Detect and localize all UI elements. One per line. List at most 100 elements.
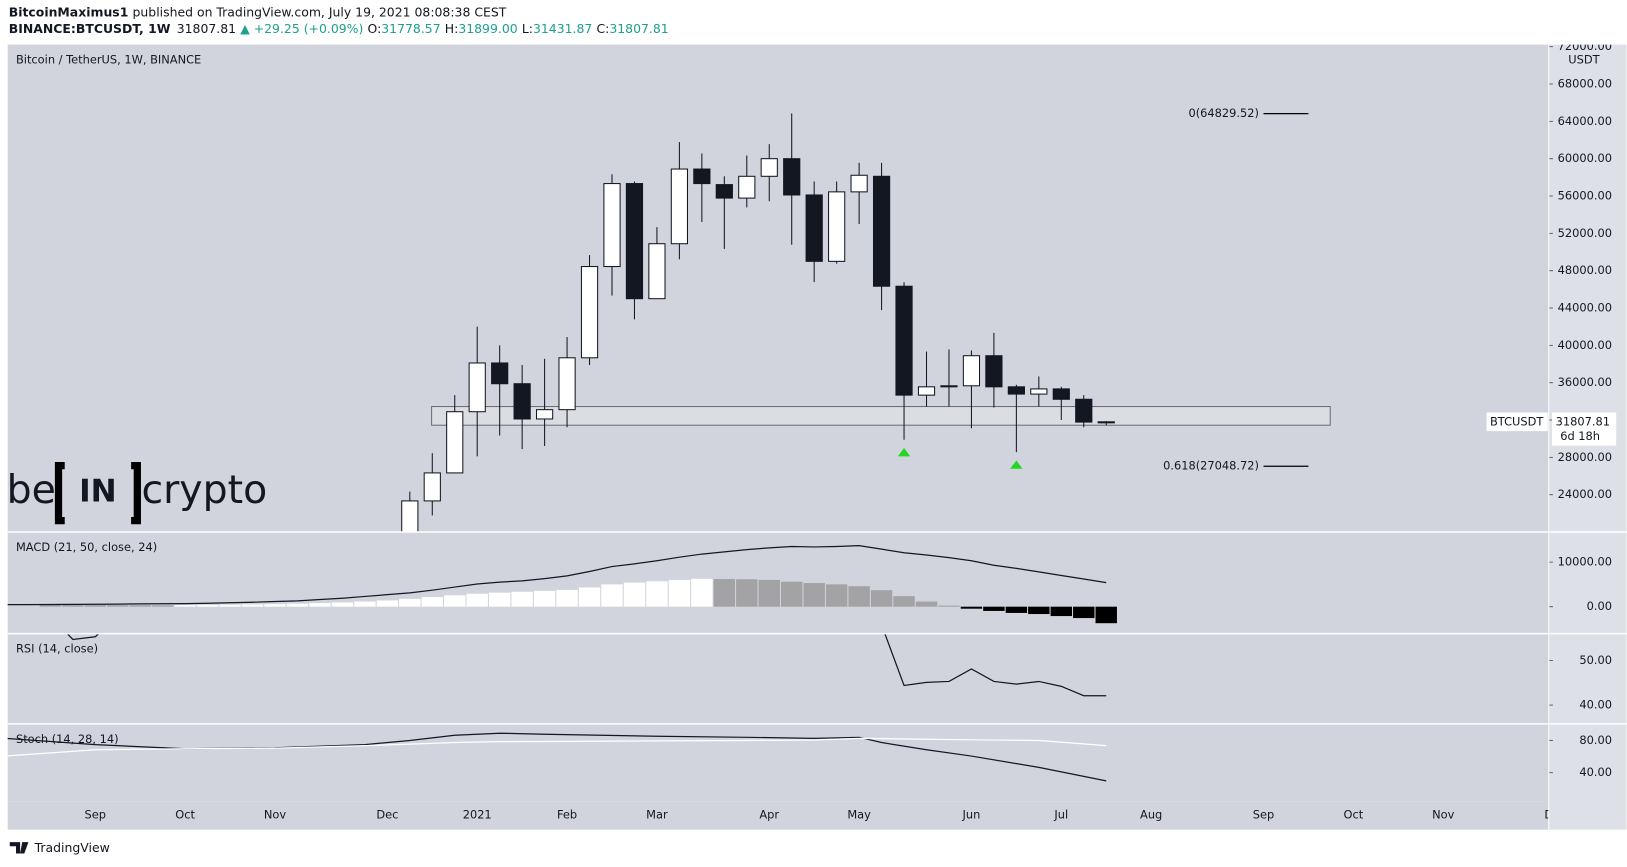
x-tick-label: D bbox=[1544, 808, 1553, 822]
histogram-bar bbox=[376, 600, 399, 607]
candle-body bbox=[670, 168, 688, 245]
candle-body bbox=[917, 386, 936, 396]
logo-text: crypto bbox=[141, 467, 267, 513]
x-tick-label: Oct bbox=[1343, 808, 1363, 822]
histogram-bar bbox=[1028, 606, 1050, 615]
pane-plot: 0(64829.52) 0.618(27048.72) bbox=[401, 106, 1331, 533]
symbol: BINANCE:BTCUSDT, 1W bbox=[9, 21, 171, 36]
logo-text: be bbox=[7, 467, 56, 513]
histogram-bar bbox=[870, 590, 893, 607]
histogram-bar bbox=[84, 604, 107, 607]
histogram-bar bbox=[848, 586, 870, 607]
candle-body bbox=[760, 158, 778, 177]
fib-label: 0(64829.52) bbox=[1188, 106, 1259, 120]
histogram-bar bbox=[511, 591, 533, 607]
histogram-bar bbox=[983, 606, 1005, 611]
pane-title: RSI (14, close) bbox=[16, 642, 98, 656]
watermark-logo: be IN crypto bbox=[7, 462, 267, 525]
candle-body bbox=[580, 266, 599, 359]
footer-text: TradingView bbox=[34, 840, 110, 855]
y-tick-label: 40.00 bbox=[1579, 765, 1612, 779]
candle-body bbox=[738, 175, 756, 199]
histogram-bar bbox=[286, 603, 309, 607]
price-axis: 50.00 40.00 bbox=[1548, 653, 1612, 712]
histogram-bar bbox=[736, 579, 758, 607]
candle-body bbox=[1097, 421, 1115, 424]
histogram-bar bbox=[781, 581, 803, 607]
y-tick-label: 28000.00 bbox=[1558, 450, 1612, 464]
x-tick-label: Jul bbox=[1053, 808, 1068, 822]
histogram-bar bbox=[309, 603, 331, 607]
histogram-bar bbox=[264, 604, 286, 607]
x-tick-label: Nov bbox=[264, 808, 286, 822]
histogram-bar bbox=[556, 589, 578, 607]
histogram-bar bbox=[938, 605, 960, 607]
countdown-text: 6d 18h bbox=[1560, 429, 1600, 443]
y-tick-label: 0.00 bbox=[1587, 599, 1612, 613]
ohlc-key: C: bbox=[596, 21, 609, 36]
x-tick-label: Nov bbox=[1432, 808, 1454, 822]
ohlc-value: 31807.81 bbox=[609, 21, 668, 36]
candle-body bbox=[1075, 398, 1093, 423]
histogram-bar bbox=[174, 605, 196, 607]
author: BitcoinMaximus1 bbox=[9, 4, 129, 19]
last-price-text: 31807.81 bbox=[1556, 414, 1610, 428]
histogram-bar bbox=[623, 582, 646, 607]
histogram-bar bbox=[713, 579, 736, 607]
candle-body bbox=[693, 168, 711, 185]
candle-body bbox=[1052, 388, 1070, 400]
candle-body bbox=[558, 357, 576, 411]
histogram-bar bbox=[444, 595, 466, 607]
candle-body bbox=[895, 285, 913, 396]
histogram-bar bbox=[241, 604, 264, 607]
histogram-bar bbox=[1095, 606, 1117, 624]
pane-title: Bitcoin / TetherUS, 1W, BINANCE bbox=[16, 53, 201, 67]
histogram-bar bbox=[601, 584, 623, 607]
ohlc-value: 31431.87 bbox=[533, 21, 592, 36]
x-tick-label: Feb bbox=[557, 808, 577, 822]
pane-plot bbox=[7, 732, 1107, 782]
ohlc-value: 31778.57 bbox=[381, 21, 440, 36]
histogram-bar bbox=[646, 581, 668, 607]
candle-body bbox=[1030, 388, 1048, 395]
y-tick-label: 48000.00 bbox=[1558, 263, 1612, 277]
pane-title: Stoch (14, 28, 14) bbox=[16, 732, 119, 746]
publish-line: BitcoinMaximus1 published on TradingView.… bbox=[9, 4, 507, 19]
y-tick-label: 40000.00 bbox=[1558, 338, 1612, 352]
candle-body bbox=[603, 183, 621, 268]
y-tick-label: 44000.00 bbox=[1558, 301, 1612, 315]
histogram-bar bbox=[488, 592, 511, 607]
y-tick-label: 56000.00 bbox=[1558, 189, 1612, 203]
footer-logo bbox=[9, 842, 29, 854]
x-tick-label: Oct bbox=[175, 808, 195, 822]
histogram-bar bbox=[803, 583, 825, 607]
histogram-bar bbox=[1050, 606, 1073, 617]
pane-plot bbox=[7, 544, 1117, 624]
histogram-bar bbox=[668, 579, 691, 607]
indicator-line bbox=[7, 737, 1107, 757]
y-tick-label: 10000.00 bbox=[1558, 555, 1612, 569]
candle-body bbox=[513, 383, 531, 420]
x-tick-label: 2021 bbox=[463, 808, 492, 822]
candle-body bbox=[535, 409, 554, 420]
pane-background bbox=[7, 723, 1549, 802]
change: ▲ +29.25 (+0.09%) bbox=[240, 21, 363, 36]
y-tick-label: 64000.00 bbox=[1558, 114, 1612, 128]
histogram-bar bbox=[354, 601, 376, 607]
x-tick-label: Sep bbox=[85, 808, 106, 822]
pane-plot bbox=[66, 633, 1107, 697]
ohlc-key: O: bbox=[368, 21, 382, 36]
histogram-bar bbox=[758, 579, 780, 607]
signal-marker bbox=[897, 448, 911, 457]
support-zone bbox=[431, 406, 1331, 426]
symbol-tag-text: BTCUSDT bbox=[1490, 414, 1543, 428]
candle-body bbox=[423, 472, 441, 502]
pane-background bbox=[7, 633, 1549, 724]
x-tick-label: Sep bbox=[1253, 808, 1274, 822]
histogram-bar bbox=[893, 596, 915, 607]
histogram-bar bbox=[39, 604, 62, 607]
candle-body bbox=[828, 191, 846, 262]
candle-body bbox=[468, 362, 486, 413]
price-axis: 80.00 40.00 bbox=[1548, 733, 1612, 779]
